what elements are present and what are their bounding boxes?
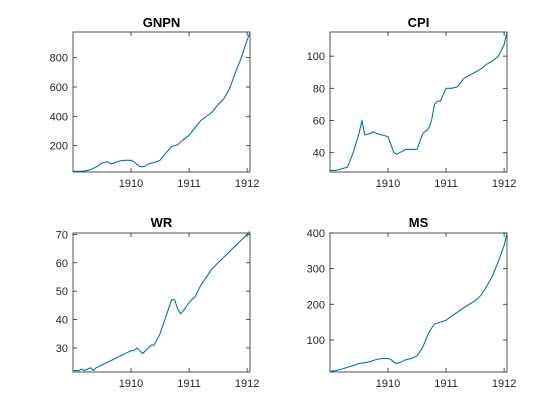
series-line xyxy=(330,31,508,171)
x-tick-label: 1912 xyxy=(492,178,516,190)
x-tick-label: 1910 xyxy=(119,378,143,390)
plot-area xyxy=(72,31,251,173)
chart-title: MS xyxy=(409,215,429,230)
x-tick-label: 1910 xyxy=(376,378,400,390)
plot-area xyxy=(329,31,508,173)
y-tick-label: 60 xyxy=(313,116,325,128)
y-tick-label: 200 xyxy=(50,141,68,153)
y-tick-label: 200 xyxy=(307,299,325,311)
x-tick-label: 1910 xyxy=(119,178,143,190)
x-tick-label: 1911 xyxy=(434,378,458,390)
subplot-ms: MS 100 200 300 400 1910 1911 1912 xyxy=(307,215,517,390)
x-tick-label: 1910 xyxy=(376,178,400,190)
x-tick-label: 1911 xyxy=(434,178,458,190)
subplot-gnpn: GNPN 200 400 600 800 1910 1911 1912 xyxy=(50,15,260,190)
y-tick-label: 400 xyxy=(50,111,68,123)
y-tick-label: 80 xyxy=(313,83,325,95)
y-tick-label: 40 xyxy=(313,148,325,160)
series-line xyxy=(329,232,508,372)
y-tick-label: 30 xyxy=(56,343,68,355)
plot-area xyxy=(72,232,251,373)
subplot-wr: WR 30 40 50 60 70 1910 1911 1912 xyxy=(56,215,260,390)
x-tick-label: 1912 xyxy=(235,178,259,190)
x-tick-label: 1912 xyxy=(492,378,516,390)
y-tick-label: 50 xyxy=(56,286,68,298)
x-tick-label: 1912 xyxy=(235,378,259,390)
chart-title: WR xyxy=(151,215,173,230)
plot-area xyxy=(329,232,508,373)
y-tick-label: 70 xyxy=(56,229,68,241)
y-tick-label: 300 xyxy=(307,264,325,276)
series-line xyxy=(73,231,251,372)
y-tick-label: 600 xyxy=(50,82,68,94)
chart-title: GNPN xyxy=(143,15,181,30)
y-tick-label: 800 xyxy=(50,53,68,65)
y-tick-label: 100 xyxy=(307,335,325,347)
subplot-cpi: CPI 40 60 80 100 1910 1911 1912 xyxy=(307,15,517,190)
y-tick-label: 400 xyxy=(307,228,325,240)
chart-title: CPI xyxy=(408,15,430,30)
y-tick-label: 60 xyxy=(56,258,68,270)
y-tick-label: 100 xyxy=(307,51,325,63)
x-tick-label: 1911 xyxy=(177,378,201,390)
y-tick-label: 40 xyxy=(56,315,68,327)
x-tick-label: 1911 xyxy=(177,178,201,190)
series-line xyxy=(73,32,251,172)
